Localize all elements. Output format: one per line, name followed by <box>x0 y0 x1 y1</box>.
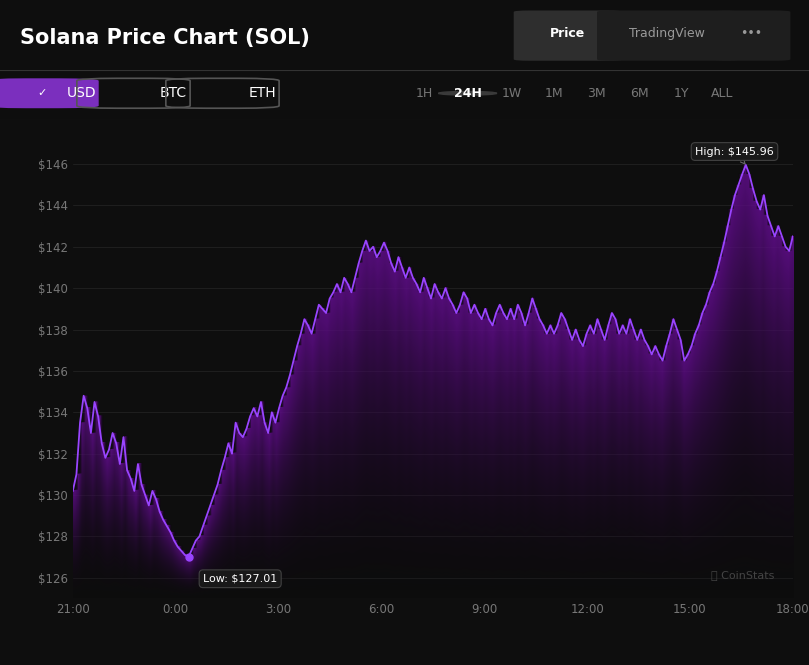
Text: Price: Price <box>550 27 586 40</box>
Text: 1Y: 1Y <box>673 86 689 100</box>
Circle shape <box>438 92 497 95</box>
Text: Solana Price Chart (SOL): Solana Price Chart (SOL) <box>20 29 310 49</box>
Text: TradingView: TradingView <box>629 27 705 40</box>
Text: ✓: ✓ <box>37 88 47 98</box>
FancyBboxPatch shape <box>514 11 623 61</box>
Text: 6M: 6M <box>629 86 649 100</box>
FancyBboxPatch shape <box>0 78 99 108</box>
Text: •••: ••• <box>740 27 763 40</box>
Text: USD: USD <box>66 86 96 100</box>
Text: High: $145.96: High: $145.96 <box>695 146 774 164</box>
Text: Low: $127.01: Low: $127.01 <box>203 574 277 584</box>
Text: BTC: BTC <box>159 86 187 100</box>
FancyBboxPatch shape <box>597 11 739 61</box>
Text: ALL: ALL <box>711 86 734 100</box>
Text: 1H: 1H <box>416 86 434 100</box>
Text: 3M: 3M <box>587 86 606 100</box>
Text: 🌑 CoinStats: 🌑 CoinStats <box>711 570 775 580</box>
Text: 1W: 1W <box>502 86 523 100</box>
FancyBboxPatch shape <box>714 11 790 61</box>
Text: 24H: 24H <box>454 86 481 100</box>
Text: 1M: 1M <box>544 86 564 100</box>
Text: ETH: ETH <box>248 86 276 100</box>
